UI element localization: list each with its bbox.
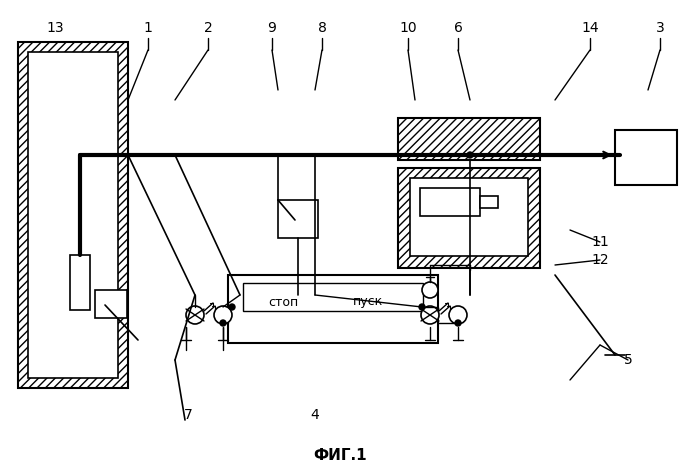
Text: 5: 5	[624, 353, 632, 367]
Text: пуск: пуск	[353, 296, 383, 308]
Circle shape	[422, 282, 438, 298]
Circle shape	[455, 320, 461, 326]
Text: 9: 9	[267, 21, 276, 35]
Text: стоп: стоп	[268, 296, 298, 308]
Text: 14: 14	[581, 21, 598, 35]
Circle shape	[449, 306, 467, 324]
Text: 6: 6	[454, 21, 463, 35]
Bar	[410, 178, 528, 256]
Bar	[228, 275, 438, 343]
Text: 8: 8	[318, 21, 326, 35]
Bar	[480, 196, 498, 208]
Text: 13: 13	[46, 21, 64, 35]
Bar	[398, 118, 540, 160]
Text: 10: 10	[399, 21, 416, 35]
Bar	[420, 188, 480, 216]
Bar	[615, 130, 677, 185]
Bar	[28, 52, 118, 378]
Circle shape	[214, 306, 232, 324]
Bar	[70, 255, 90, 310]
Circle shape	[220, 320, 226, 326]
Text: 3: 3	[656, 21, 664, 35]
Text: 2: 2	[204, 21, 212, 35]
Circle shape	[229, 304, 235, 310]
Text: ФИГ.1: ФИГ.1	[313, 447, 367, 463]
Text: 11: 11	[591, 235, 609, 249]
Bar	[95, 290, 127, 318]
Circle shape	[421, 306, 439, 324]
Bar	[243, 283, 423, 311]
Text: 12: 12	[592, 253, 609, 267]
Circle shape	[419, 304, 425, 310]
Text: 4: 4	[311, 408, 319, 422]
Circle shape	[467, 152, 473, 158]
Text: 7: 7	[183, 408, 192, 422]
Circle shape	[186, 306, 204, 324]
Bar	[278, 200, 318, 238]
Text: 1: 1	[144, 21, 153, 35]
Bar	[18, 42, 128, 388]
Bar	[398, 168, 540, 268]
